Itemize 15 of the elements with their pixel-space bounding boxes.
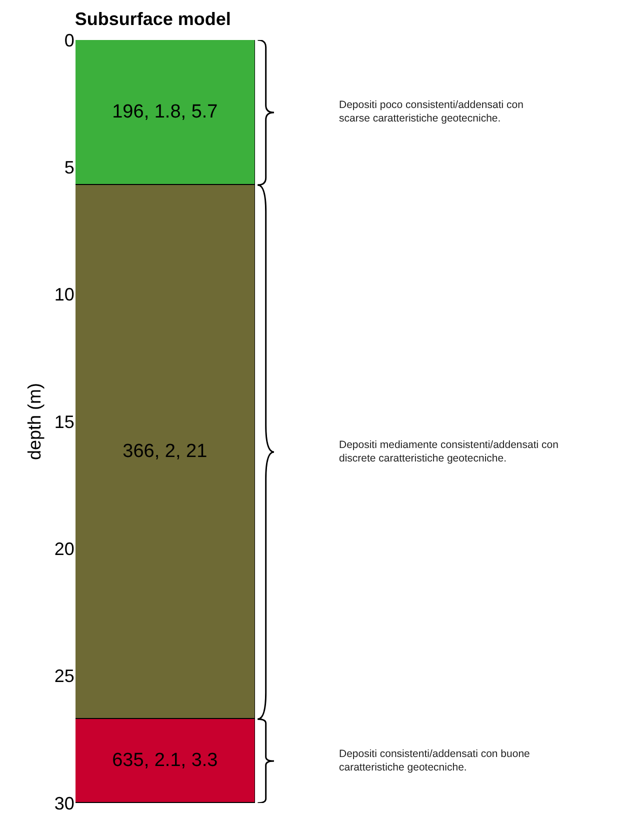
y-axis-title: depth (m) [24, 382, 45, 460]
chart-title: Subsurface model [74, 8, 231, 29]
y-tick-label: 5 [64, 157, 74, 178]
data-label: 196, 1.8, 5.7 [112, 102, 218, 122]
y-tick-label: 0 [64, 30, 74, 50]
y-tick-label: 25 [54, 666, 74, 686]
y-tick-label: 20 [54, 538, 74, 559]
data-label: 366, 2, 21 [122, 441, 208, 462]
text: Depositi poco consistenti/addensati con scarse caratteristiche geotecniche. [339, 99, 524, 125]
y-tick-label: 30 [54, 793, 74, 814]
y-tick-label: 10 [54, 284, 74, 305]
data-label: 635, 2.1, 3.3 [112, 750, 218, 771]
y-tick-label: 15 [54, 412, 74, 432]
text: Depositi consistenti/addensati con buone caratteristiche geotecniche. [339, 748, 530, 774]
text: Depositi mediamente consistenti/addensati con discrete caratteristiche geotecniche. [339, 439, 559, 465]
